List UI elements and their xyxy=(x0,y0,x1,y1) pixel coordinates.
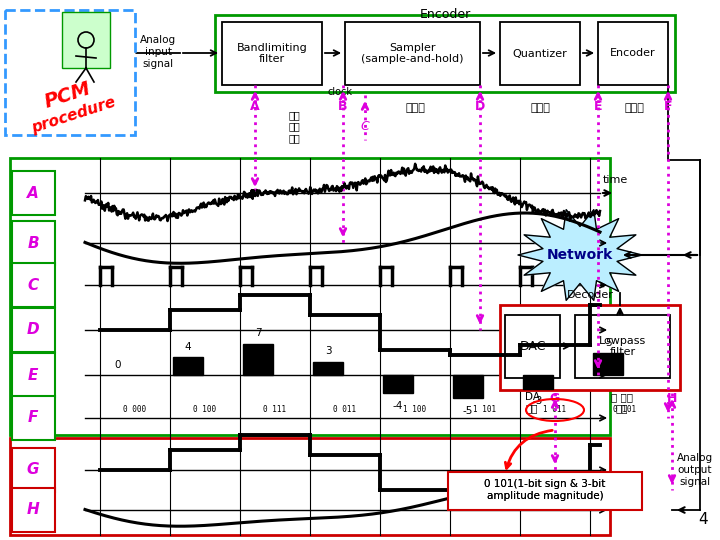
Text: clock: clock xyxy=(328,87,353,97)
Text: Decoder: Decoder xyxy=(567,290,613,300)
Bar xyxy=(383,375,413,393)
Text: C: C xyxy=(27,278,39,293)
Text: Quantizer: Quantizer xyxy=(513,49,567,58)
Text: 0: 0 xyxy=(114,360,121,370)
Text: G: G xyxy=(27,462,40,477)
Text: Sampler
(sample-and-hold): Sampler (sample-and-hold) xyxy=(361,43,464,64)
Text: B: B xyxy=(338,100,348,113)
Text: 저 대역
필터: 저 대역 필터 xyxy=(611,392,633,414)
Text: 3: 3 xyxy=(325,347,331,356)
Text: 1 100: 1 100 xyxy=(403,406,426,415)
Text: 0 011: 0 011 xyxy=(333,406,356,415)
Bar xyxy=(222,22,322,85)
Bar xyxy=(12,488,55,532)
Text: Encoder: Encoder xyxy=(419,8,471,21)
Text: Lowpass
filter: Lowpass filter xyxy=(599,336,646,357)
Bar xyxy=(10,438,610,535)
Bar xyxy=(62,12,110,68)
Bar xyxy=(215,15,675,92)
Polygon shape xyxy=(518,210,642,300)
Bar xyxy=(243,343,273,375)
Text: H: H xyxy=(27,503,40,517)
Text: 양자화: 양자화 xyxy=(530,103,550,113)
FancyBboxPatch shape xyxy=(448,472,642,510)
Text: -5: -5 xyxy=(463,406,473,415)
Bar xyxy=(453,375,483,397)
Text: 5: 5 xyxy=(605,338,611,348)
Bar xyxy=(173,357,203,375)
Bar xyxy=(12,353,55,397)
Bar xyxy=(313,361,343,375)
Text: 대역
제한
필터: 대역 제한 필터 xyxy=(289,110,301,143)
Text: Network: Network xyxy=(547,248,613,262)
Text: PCM: PCM xyxy=(42,78,94,111)
Text: procedure: procedure xyxy=(30,94,118,136)
Bar xyxy=(12,263,55,307)
Text: E: E xyxy=(28,368,38,382)
Text: Bandlimiting
filter: Bandlimiting filter xyxy=(237,43,307,64)
Bar xyxy=(12,396,55,440)
Text: 1 011: 1 011 xyxy=(544,406,567,415)
Text: DAC: DAC xyxy=(519,340,546,353)
Text: 표본화: 표본화 xyxy=(405,103,425,113)
Text: A: A xyxy=(27,186,39,200)
Text: H: H xyxy=(667,392,678,405)
Bar xyxy=(12,448,55,492)
Text: B: B xyxy=(27,235,39,251)
Bar xyxy=(5,10,135,135)
Text: 0 101: 0 101 xyxy=(613,406,636,415)
Text: DA
변환: DA 변환 xyxy=(524,392,539,414)
Bar xyxy=(523,375,553,388)
Text: 4: 4 xyxy=(698,512,708,528)
Bar xyxy=(12,171,55,215)
Bar xyxy=(505,315,560,378)
Text: E: E xyxy=(594,100,602,113)
Text: 0 100: 0 100 xyxy=(194,406,217,415)
Bar xyxy=(593,353,623,375)
Text: F: F xyxy=(664,100,672,113)
Text: 7: 7 xyxy=(255,328,261,339)
Bar xyxy=(10,158,610,435)
Text: Encoder: Encoder xyxy=(610,49,656,58)
Text: D: D xyxy=(27,322,40,338)
Text: 1 101: 1 101 xyxy=(474,406,497,415)
Text: F: F xyxy=(28,410,38,426)
Text: time: time xyxy=(603,175,629,185)
Bar xyxy=(12,221,55,265)
Text: 4: 4 xyxy=(185,342,192,352)
Text: D: D xyxy=(475,100,485,113)
Text: C: C xyxy=(361,120,369,133)
Text: 0 101(1-bit sign & 3-bit
amplitude magnitude): 0 101(1-bit sign & 3-bit amplitude magni… xyxy=(485,479,606,501)
Text: 0 000: 0 000 xyxy=(123,406,147,415)
Bar xyxy=(345,22,480,85)
Text: 부호화: 부호화 xyxy=(624,103,644,113)
Text: G: G xyxy=(550,392,560,405)
Bar xyxy=(598,22,668,85)
Text: -4: -4 xyxy=(393,401,403,411)
Bar xyxy=(575,315,670,378)
Text: A: A xyxy=(250,100,260,113)
Bar xyxy=(500,22,580,85)
Text: Analog
output
signal: Analog output signal xyxy=(677,454,713,487)
Text: Analog
input
signal: Analog input signal xyxy=(140,36,176,69)
Bar xyxy=(12,308,55,352)
Text: 0 111: 0 111 xyxy=(264,406,287,415)
Text: 0 101(1-bit sign & 3-bit
amplitude magnitude): 0 101(1-bit sign & 3-bit amplitude magni… xyxy=(485,479,606,501)
Text: -3: -3 xyxy=(533,396,543,407)
Bar xyxy=(500,305,680,390)
